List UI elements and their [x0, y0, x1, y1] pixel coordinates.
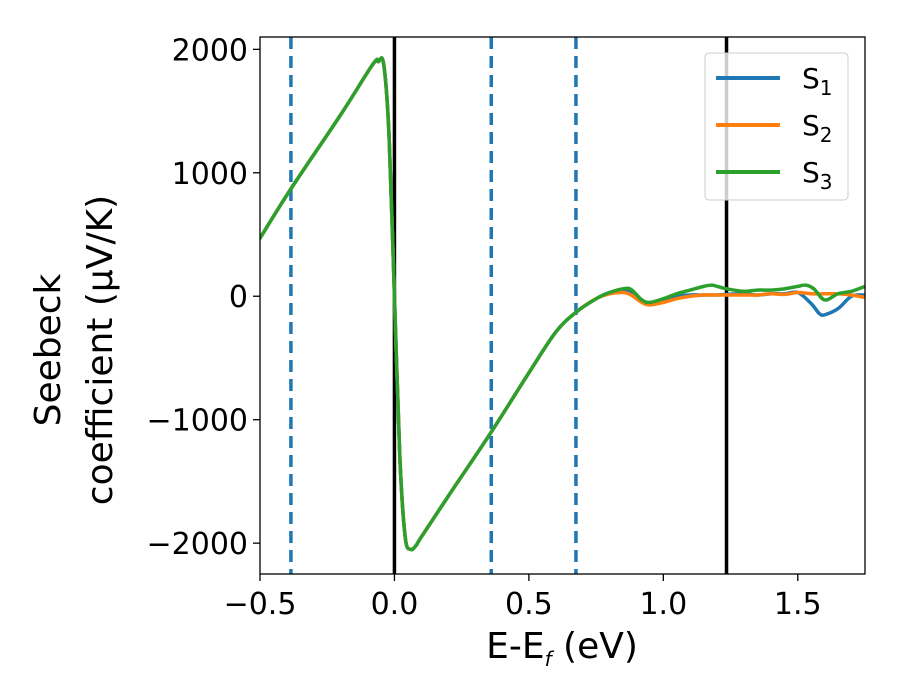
y-axis-label-line1: Seebeck — [28, 273, 69, 426]
plot-frame — [259, 36, 866, 575]
x-axis-label-suffix: (eV) — [552, 626, 638, 667]
series-line-s3 — [260, 56, 865, 552]
legend-label-s2: S2 — [802, 109, 833, 147]
y-tick-label: 2000 — [172, 33, 248, 68]
y-tick-label: 1000 — [172, 157, 248, 192]
y-tick-label: 0 — [229, 280, 248, 315]
x-tick-label: 1.0 — [639, 587, 687, 622]
legend-label-s1: S1 — [802, 62, 833, 100]
x-tick-label: −0.5 — [224, 587, 297, 622]
x-axis-label-main: E-E — [486, 626, 544, 667]
y-axis-label-line2: coefficient (μV/K) — [80, 195, 121, 505]
x-tick-label: 1.5 — [774, 587, 822, 622]
legend: S1 S2 S3 — [704, 52, 849, 201]
x-tick-label: 0.5 — [505, 587, 553, 622]
x-axis-label: E-Ef (eV) — [486, 626, 638, 671]
x-axis-label-sub: f — [545, 647, 555, 671]
y-tick-label: −1000 — [147, 404, 248, 439]
legend-label-s3: S3 — [802, 156, 833, 194]
y-tick-label: −2000 — [147, 527, 248, 562]
x-tick-label: 0.0 — [371, 587, 419, 622]
